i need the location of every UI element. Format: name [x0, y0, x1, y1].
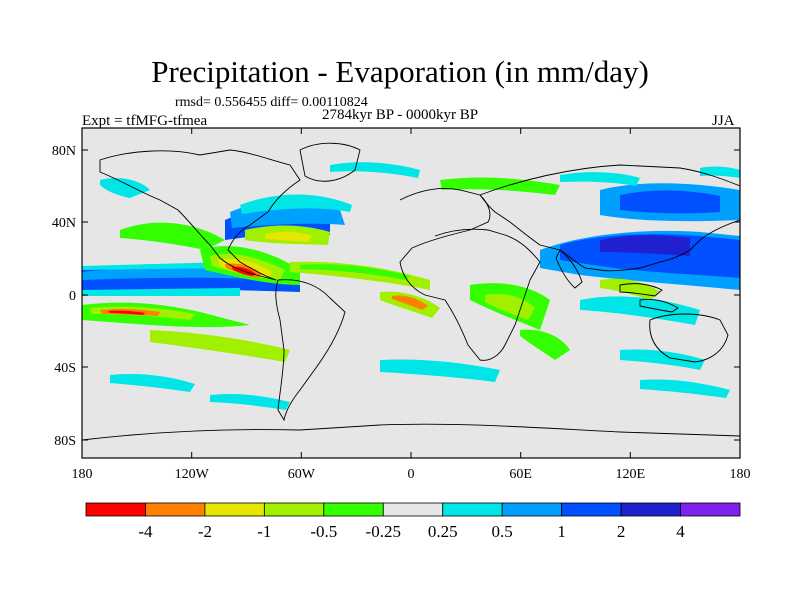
colorbar-swatch [620, 502, 681, 517]
lon-tick-label: 60W [288, 467, 316, 482]
colorbar-swatch [382, 502, 444, 517]
colorbar-label: 1 [557, 522, 566, 541]
lat-tick-label: 80S [54, 434, 76, 449]
colorbar-label: -0.5 [310, 522, 337, 541]
lon-tick-label: 120E [616, 467, 646, 482]
lat-tick-label: 40S [54, 361, 76, 376]
lon-tick-label: 120W [175, 467, 210, 482]
colorbar-labels: -4 -2 -1 -0.5 -0.25 0.25 0.5 1 2 4 [138, 522, 685, 541]
colorbar-swatch [442, 502, 503, 517]
colorbar-label: 2 [617, 522, 626, 541]
axis-ticks [82, 128, 740, 458]
lon-tick-label: 180 [730, 467, 751, 482]
colorbar-swatch [323, 502, 384, 517]
colorbar-swatch [85, 502, 146, 517]
colorbar-swatch [680, 502, 741, 517]
period-text: 2784kyr BP - 0000kyr BP [322, 107, 479, 123]
lat-tick-label: 40N [52, 216, 76, 231]
colorbar-label: -4 [138, 522, 153, 541]
colorbar-swatch [263, 502, 325, 517]
colorbar-label: -0.25 [366, 522, 401, 541]
colorbar-swatch [204, 502, 265, 517]
colorbar-label: -1 [257, 522, 271, 541]
season-text: JJA [712, 113, 735, 129]
colorbar-swatch [561, 502, 622, 517]
colorbar-label: 0.5 [492, 522, 513, 541]
lat-tick-label: 80N [52, 144, 76, 159]
coastlines [82, 142, 740, 441]
lat-tick-label: 0 [69, 289, 76, 304]
lon-tick-label: 180 [72, 467, 93, 482]
colorbar-label: 0.25 [428, 522, 458, 541]
lon-tick-label: 0 [408, 467, 415, 482]
chart-title: Precipitation - Evaporation (in mm/day) [151, 54, 649, 89]
colorbar [85, 502, 741, 517]
colorbar-label: -2 [198, 522, 212, 541]
colorbar-swatch [501, 502, 563, 517]
lon-tick-label: 60E [509, 467, 532, 482]
colorbar-label: 4 [676, 522, 685, 541]
stats-text: rmsd= 0.556455 diff= 0.00110824 [175, 95, 368, 110]
colorbar-swatch [145, 502, 206, 517]
experiment-text: Expt = tfMFG-tfmea [82, 113, 208, 129]
